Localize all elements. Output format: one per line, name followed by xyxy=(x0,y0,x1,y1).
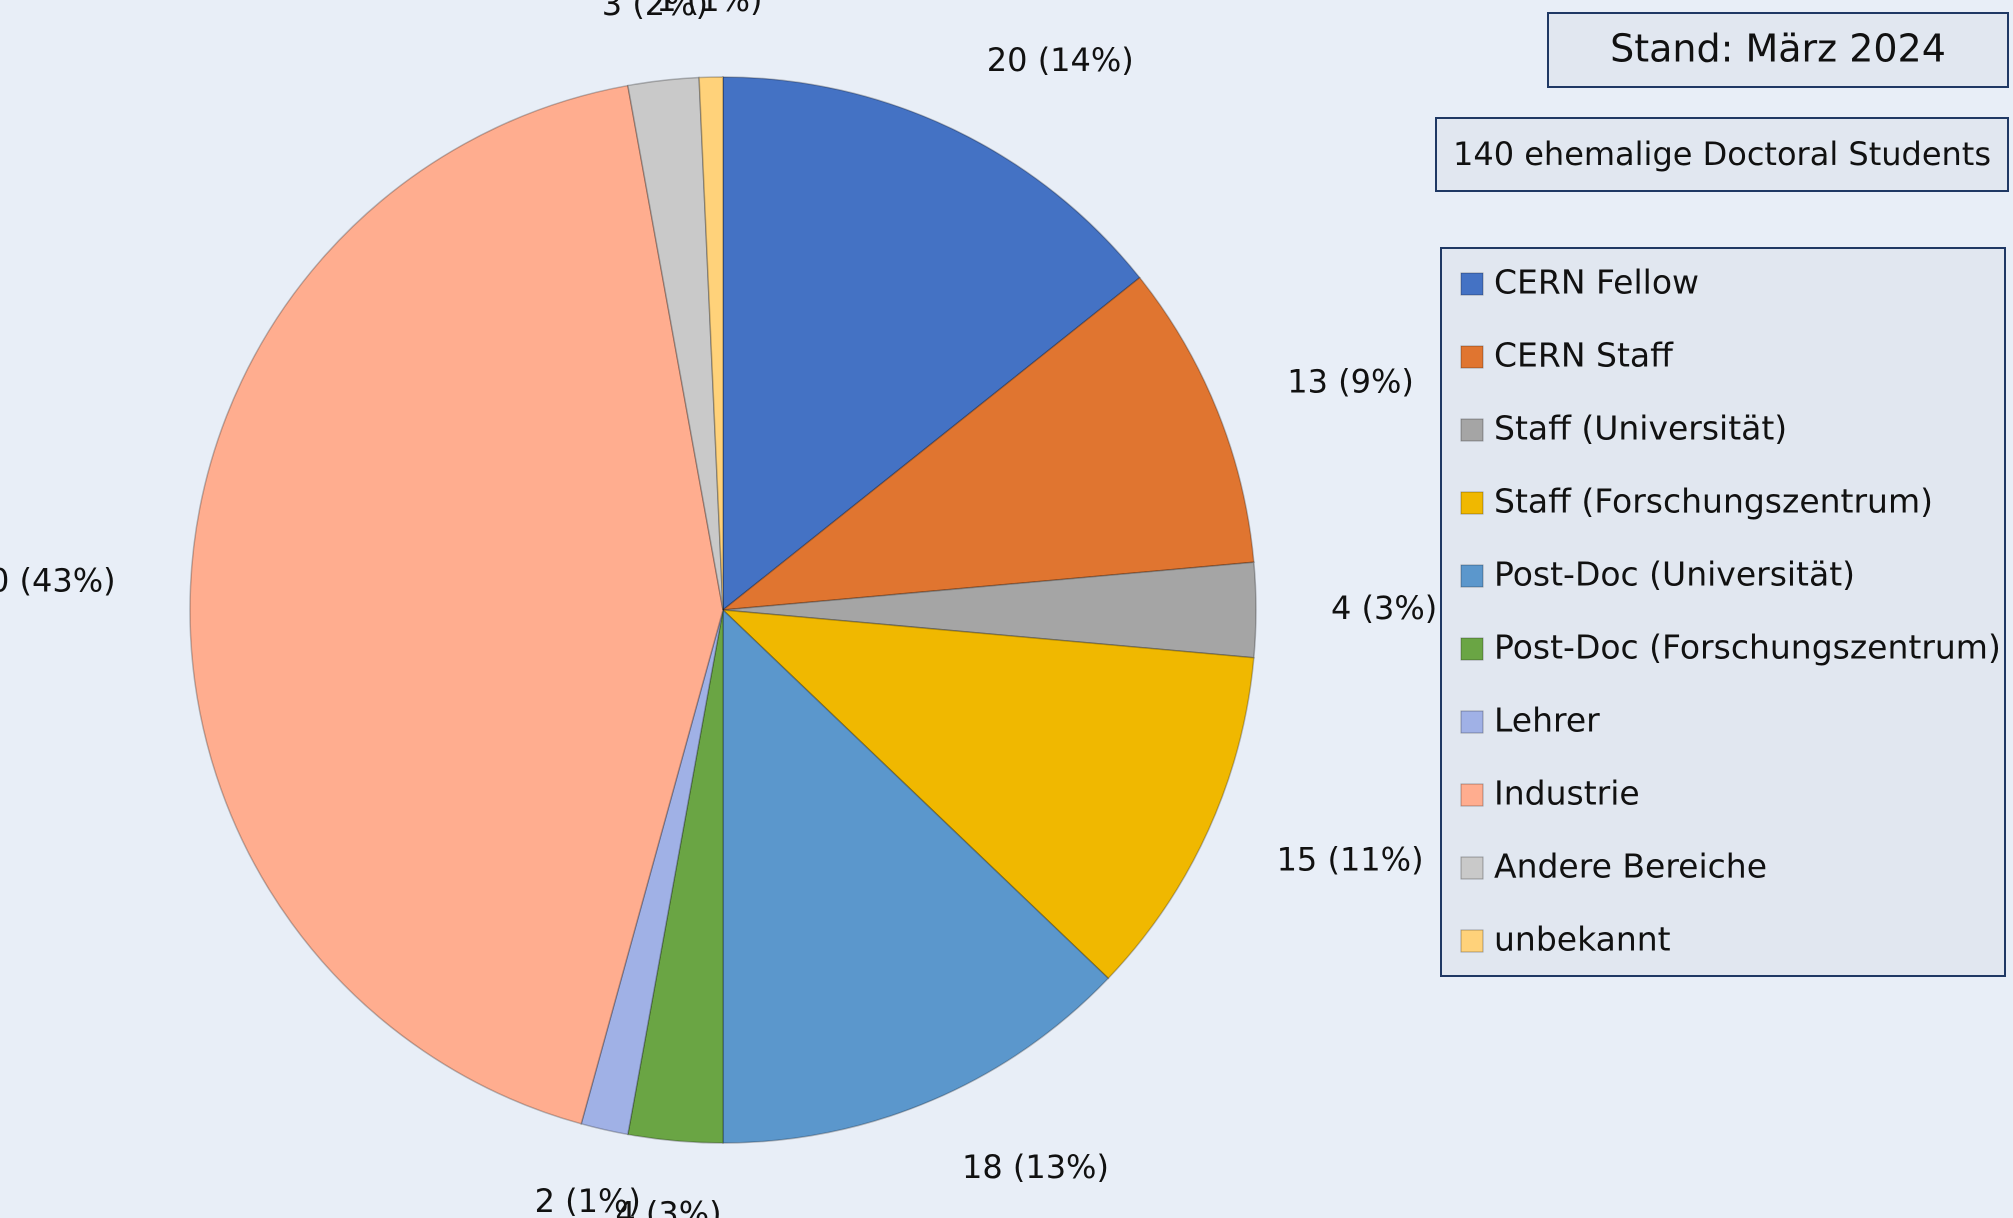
pie-slice xyxy=(189,84,724,1125)
legend-label: Lehrer xyxy=(1494,701,1600,740)
pie-slice xyxy=(720,276,1255,611)
pie-slice xyxy=(722,561,1257,659)
legend-swatch xyxy=(1460,418,1484,442)
data-label: 15 (11%) xyxy=(1277,840,1424,878)
legend-swatch xyxy=(1460,564,1484,588)
pie-slice xyxy=(720,609,1255,980)
legend-label: CERN Staff xyxy=(1494,336,1674,375)
stand-text: Stand: März 2024 xyxy=(1610,27,1946,71)
pie-slice xyxy=(626,609,724,1144)
data-label: 13 (9%) xyxy=(1287,363,1414,401)
legend-swatch xyxy=(1460,272,1484,296)
legend-swatch xyxy=(1460,491,1484,515)
data-label: 18 (13%) xyxy=(962,1148,1109,1186)
data-label: 2 (1%) xyxy=(535,1182,641,1218)
pie-slice xyxy=(580,609,724,1136)
legend-swatch xyxy=(1460,345,1484,369)
legend-swatch xyxy=(1460,856,1484,880)
legend-box xyxy=(1440,247,2006,977)
pie-slice xyxy=(698,76,724,611)
legend-label: Andere Bereiche xyxy=(1494,847,1767,886)
subtitle: 140 ehemalige Doctoral Students xyxy=(1453,135,1991,173)
data-label: 20 (14%) xyxy=(987,41,1134,79)
legend-label: CERN Fellow xyxy=(1494,263,1699,302)
data-label: 60 (43%) xyxy=(0,562,116,600)
legend-swatch xyxy=(1460,929,1484,953)
pie-slice xyxy=(626,76,724,611)
legend-label: Industrie xyxy=(1494,774,1640,813)
pie-slice xyxy=(722,76,1141,612)
legend-label: Staff (Forschungszentrum) xyxy=(1494,482,1933,521)
legend-label: unbekannt xyxy=(1494,920,1671,959)
legend-label: Post-Doc (Universität) xyxy=(1494,555,1855,594)
subtitle-box xyxy=(1435,117,2009,192)
stand-box xyxy=(1547,12,2009,88)
data-label: 4 (3%) xyxy=(1331,589,1437,627)
legend-label: Staff (Universität) xyxy=(1494,409,1787,448)
data-label: 1 (1%) xyxy=(656,0,762,19)
legend-swatch xyxy=(1460,637,1484,661)
pie-slice xyxy=(722,608,1110,1144)
data-label: 4 (3%) xyxy=(615,1195,721,1218)
data-label: 3 (2%) xyxy=(602,0,708,23)
legend-swatch xyxy=(1460,710,1484,734)
legend-label: Post-Doc (Forschungszentrum) xyxy=(1494,628,2001,667)
legend-swatch xyxy=(1460,783,1484,807)
